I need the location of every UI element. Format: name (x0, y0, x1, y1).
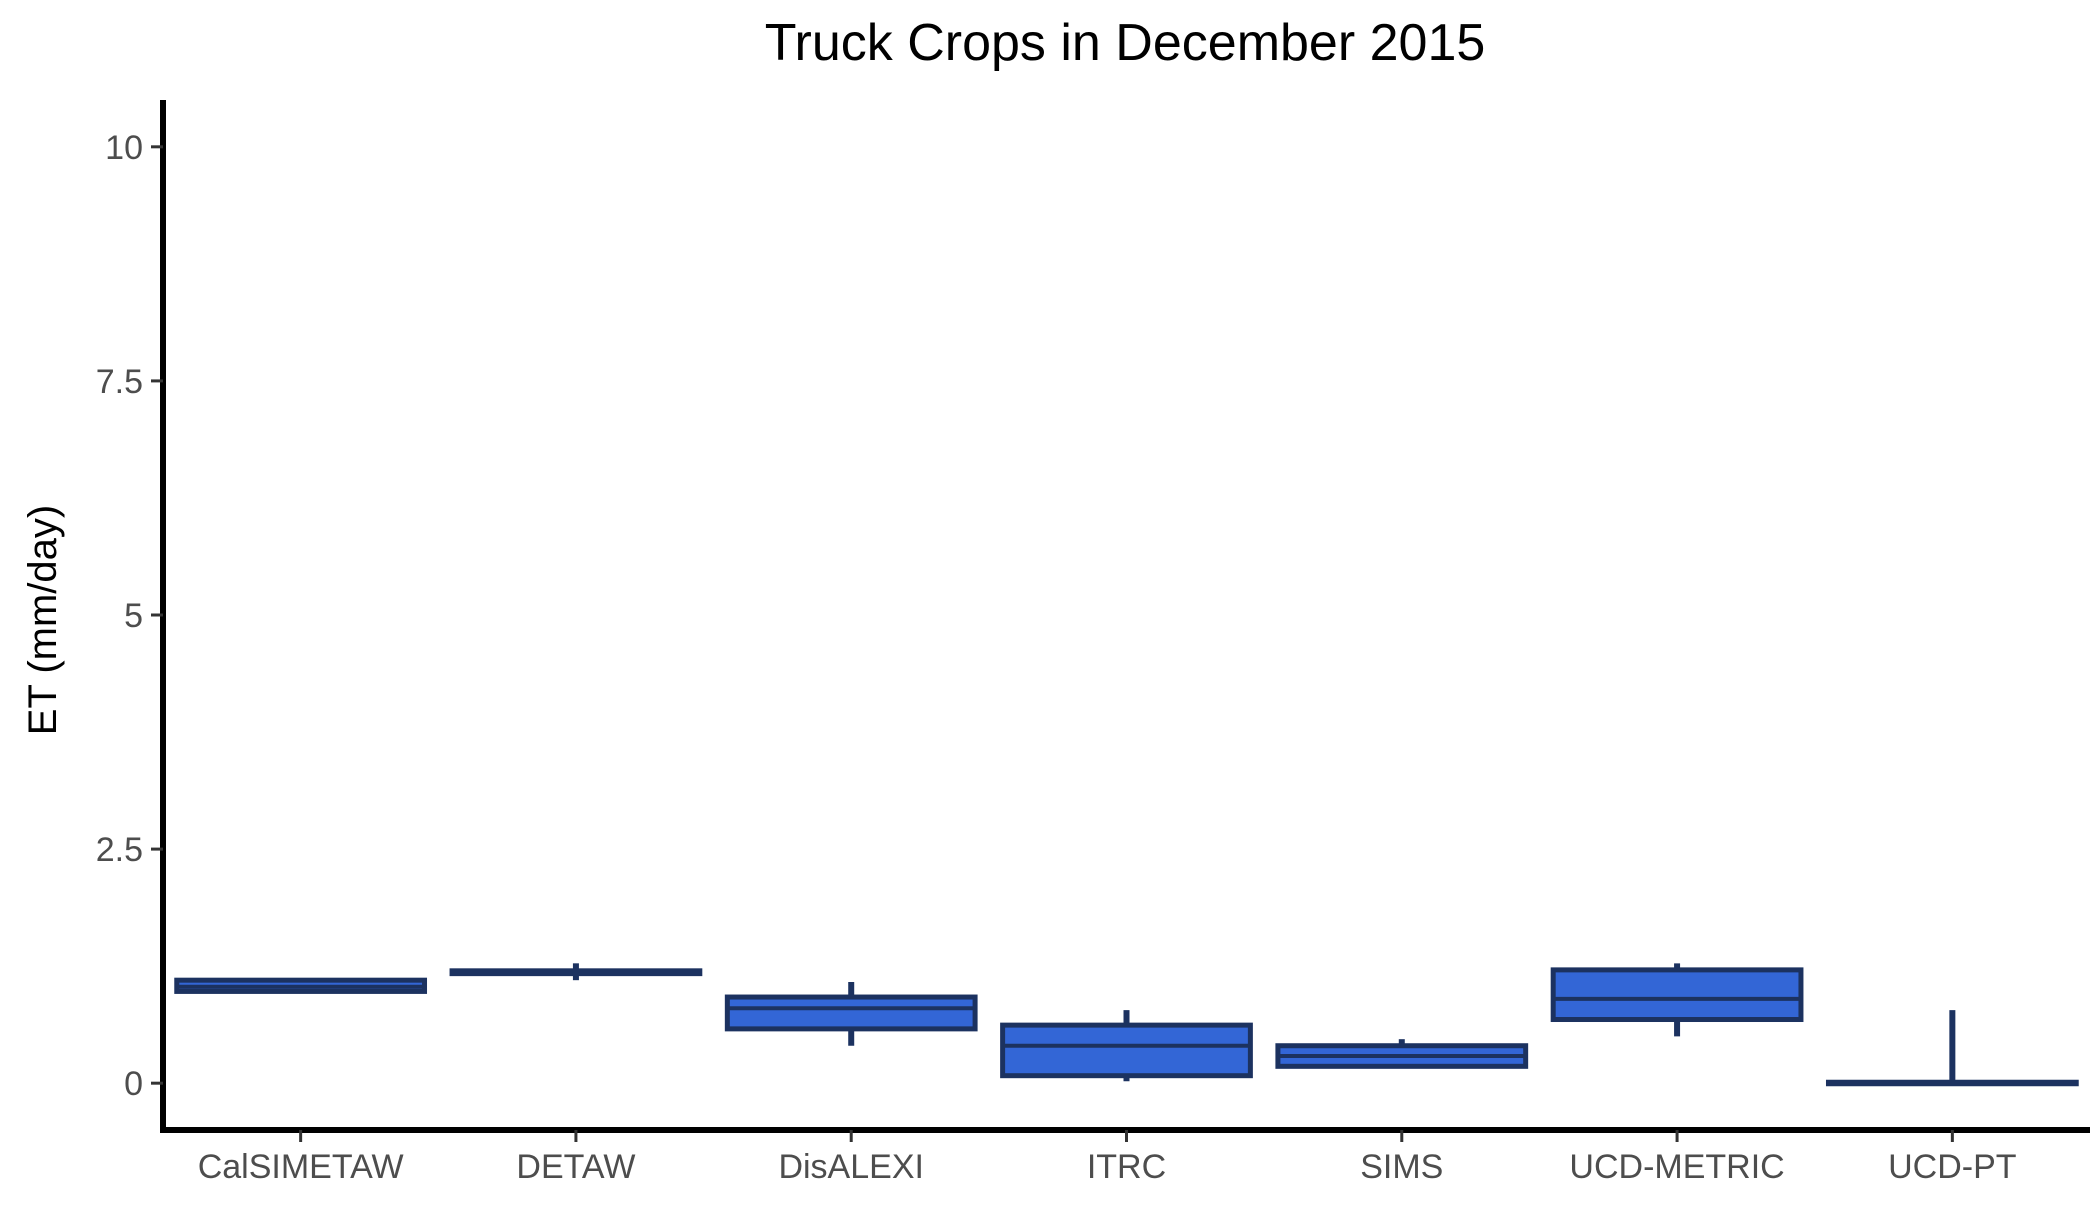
x-tick-label: DETAW (516, 1148, 635, 1186)
box-body (1550, 967, 1804, 1023)
y-tick-label: 7.5 (96, 363, 143, 401)
x-tick-label: SIMS (1360, 1148, 1443, 1186)
plot-area: 0 2.5 5 7.5 10 CalSIMETAW DETAW DisALEXI ITRC SIM… (96, 100, 2090, 1186)
y-tick-label: 5 (124, 597, 143, 635)
y-tick-label: 0 (124, 1065, 143, 1103)
x-tick-label: UCD-METRIC (1569, 1148, 1784, 1186)
y-tick-label: 2.5 (96, 831, 143, 869)
y-tick-label: 10 (105, 129, 143, 167)
x-tick-label: DisALEXI (778, 1148, 924, 1186)
x-tick-label: CalSIMETAW (198, 1148, 404, 1186)
chart-title: Truck Crops in December 2015 (765, 14, 1486, 72)
box-body (1000, 1022, 1253, 1079)
box-body (724, 994, 978, 1032)
x-tick-label: ITRC (1087, 1148, 1166, 1186)
y-axis-label: ET (mm/day) (21, 505, 65, 735)
x-tick-label: UCD-PT (1888, 1148, 2016, 1186)
